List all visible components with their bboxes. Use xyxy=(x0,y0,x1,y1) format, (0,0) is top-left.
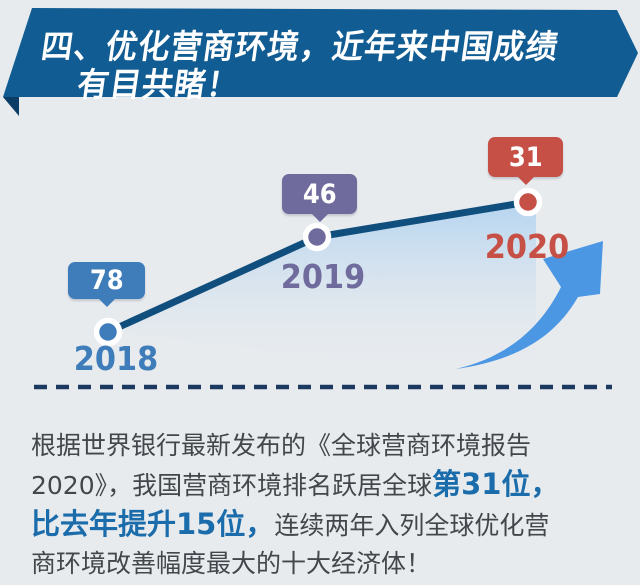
paragraph-highlight: 第31位， xyxy=(432,467,560,501)
value-badge-2018: 78 xyxy=(68,262,145,307)
paragraph-line: 比去年提升15位，连续两年入列全球优化营 xyxy=(31,505,633,545)
summary-paragraph: 根据世界银行最新发布的《全球营商环境报告 2020》，我国营商环境排名跃居全球第… xyxy=(31,427,633,583)
paragraph-highlight: 比去年提升15位， xyxy=(31,507,275,541)
paragraph-text: 商环境改善幅度最大的十大经济体！ xyxy=(31,549,432,578)
growth-arrow-icon xyxy=(456,241,603,369)
paragraph-text: 2020》，我国营商环境排名跃居全球 xyxy=(31,471,433,500)
trend-area-fill xyxy=(108,202,536,380)
value-2018: 78 xyxy=(89,265,124,296)
year-label-2019: 2019 xyxy=(280,257,366,296)
value-2020: 31 xyxy=(508,141,543,173)
value-badge-2019: 46 xyxy=(282,174,357,222)
data-point-2018 xyxy=(93,317,123,347)
paragraph-line: 根据世界银行最新发布的《全球营商环境报告 xyxy=(31,427,633,465)
year-label-2020: 2020 xyxy=(484,227,570,266)
data-point-2019 xyxy=(302,222,332,252)
value-2019: 46 xyxy=(302,178,337,210)
year-label-2018: 2018 xyxy=(73,339,159,378)
data-point-2020 xyxy=(513,187,543,217)
paragraph-text: 连续两年入列全球优化营 xyxy=(274,511,550,540)
banner-title-line2: 有目共睹！ xyxy=(74,65,242,104)
paragraph-line: 商环境改善幅度最大的十大经济体！ xyxy=(31,545,633,583)
banner-ribbon xyxy=(3,8,638,97)
paragraph-line: 2020》，我国营商环境排名跃居全球第31位， xyxy=(31,465,633,505)
value-badge-2020: 31 xyxy=(488,137,563,185)
paragraph-text: 根据世界银行最新发布的《全球营商环境报告 xyxy=(31,431,532,460)
banner-ribbon-fold xyxy=(3,97,19,116)
